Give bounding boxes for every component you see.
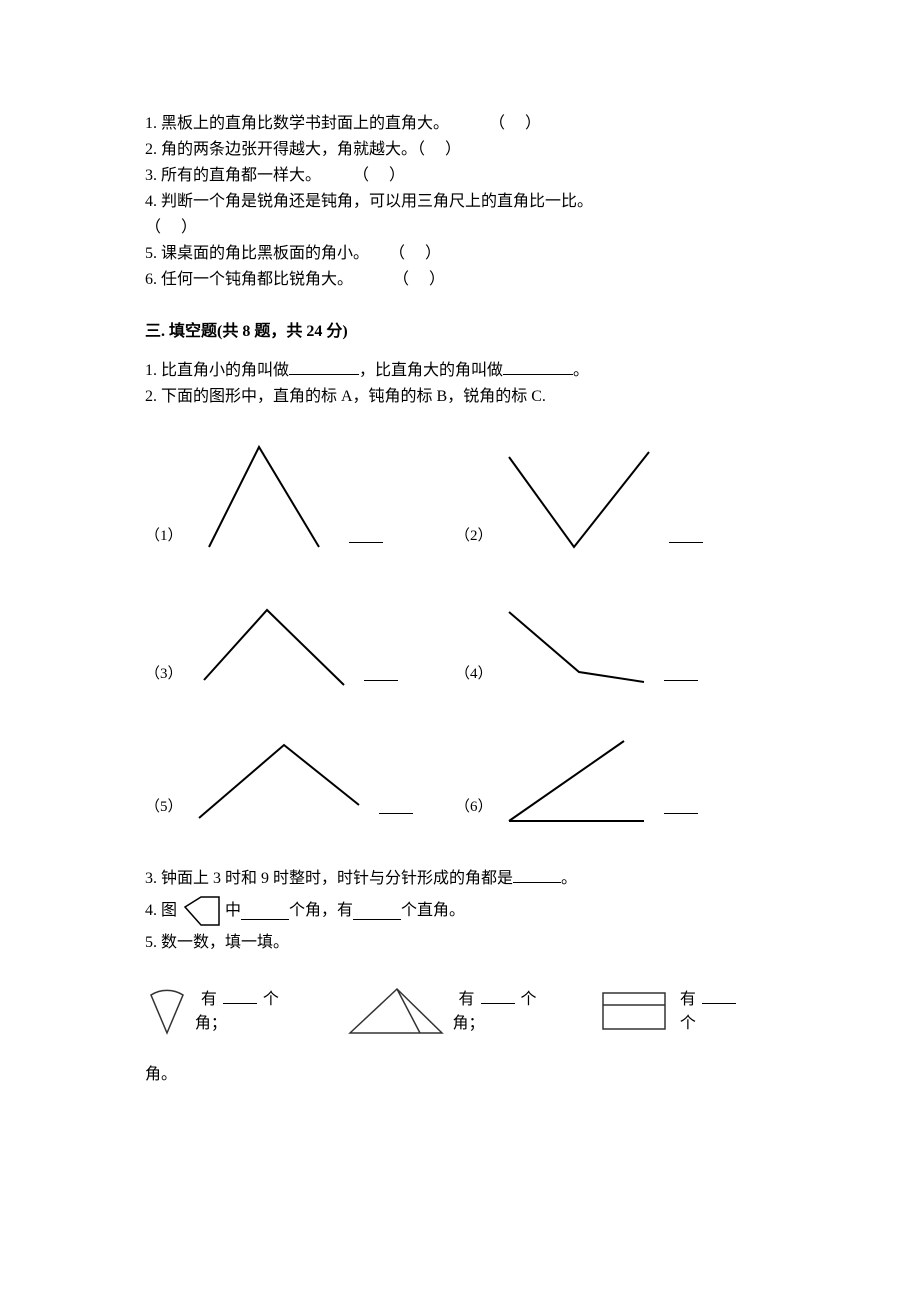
sector-icon — [145, 985, 189, 1037]
q5-item-1: 有个角； — [145, 985, 306, 1037]
angle-label: （1） — [145, 525, 183, 558]
angle-row: （3） （4） — [145, 595, 790, 695]
q3-text-a: 3. 钟面上 3 时和 9 时整时，时针与分针形成的角都是 — [145, 870, 513, 887]
blank — [364, 664, 398, 681]
q1: 1. 比直角小的角叫做 ，比直角大的角叫做 。 — [145, 358, 790, 383]
angle-cell-3: （3） — [145, 595, 455, 695]
angle-label: （3） — [145, 663, 183, 696]
angle-cell-2: （2） — [455, 447, 765, 557]
q1-text-a: 1. 比直角小的角叫做 — [145, 362, 289, 379]
blank — [669, 526, 703, 543]
rectangle-icon — [599, 987, 668, 1035]
angle-1-icon — [189, 437, 339, 557]
tf-item: 2. 角的两条边张开得越大，角就越大。（ ） — [145, 138, 790, 162]
angle-cell-6: （6） — [455, 733, 765, 828]
q3-text-b: 。 — [561, 870, 577, 887]
blank — [289, 358, 359, 375]
pentagon-icon — [179, 893, 223, 929]
angle-cell-1: （1） — [145, 437, 455, 557]
q5: 5. 数一数，填一填。 — [145, 931, 790, 955]
true-false-list: 1. 黑板上的直角比数学书封面上的直角大。 （ ） 2. 角的两条边张开得越大，… — [145, 112, 790, 292]
blank — [503, 358, 573, 375]
tf-item: 5. 课桌面的角比黑板面的角小。 （ ） — [145, 242, 790, 266]
angle-3-icon — [189, 595, 354, 695]
q5-text: 有个角； — [452, 987, 563, 1036]
triangle-icon — [342, 983, 447, 1039]
q3: 3. 钟面上 3 时和 9 时整时，时针与分针形成的角都是 。 — [145, 866, 790, 891]
q2: 2. 下面的图形中，直角的标 A，钝角的标 B，锐角的标 C. — [145, 385, 790, 409]
q5-item-2: 有个角； — [342, 983, 564, 1039]
blank — [223, 987, 257, 1004]
angle-label: （5） — [145, 796, 183, 829]
angle-cell-4: （4） — [455, 600, 765, 695]
blank — [481, 987, 515, 1004]
angle-6-icon — [499, 733, 654, 828]
angle-cell-5: （5） — [145, 733, 455, 828]
angle-label: （6） — [455, 796, 493, 829]
angle-label: （2） — [455, 525, 493, 558]
q5-text: 有个角； — [195, 987, 306, 1036]
q5-tail: 角。 — [145, 1063, 790, 1087]
angle-row: （5） （6） — [145, 733, 790, 828]
page: 1. 黑板上的直角比数学书封面上的直角大。 （ ） 2. 角的两条边张开得越大，… — [0, 0, 920, 1147]
q5-row: 有个角； 有个角； 有个 — [145, 983, 790, 1039]
q4-text-a: 4. 图 — [145, 899, 177, 923]
blank — [349, 526, 383, 543]
q4-text-c: 个角，有 — [289, 899, 353, 923]
angle-row: （1） （2） — [145, 437, 790, 557]
blank — [513, 866, 561, 883]
angles-grid: （1） （2） （3） — [145, 437, 790, 828]
blank — [664, 664, 698, 681]
angle-label: （4） — [455, 663, 493, 696]
blank — [379, 797, 413, 814]
blank — [241, 903, 289, 920]
q4-text-d: 个直角。 — [401, 899, 465, 923]
q5-text: 有个 — [674, 987, 754, 1036]
q1-text-c: 。 — [573, 362, 589, 379]
q5-item-3: 有个 — [599, 987, 754, 1036]
section-3-title: 三. 填空题(共 8 题，共 24 分) — [145, 320, 790, 344]
blank — [664, 797, 698, 814]
q1-text-b: ，比直角大的角叫做 — [359, 362, 503, 379]
q4: 4. 图 中 个角，有 个直角。 — [145, 893, 790, 929]
angle-5-icon — [189, 733, 369, 828]
tf-item: 4. 判断一个角是锐角还是钝角，可以用三角尺上的直角比一比。 — [145, 190, 790, 214]
blank — [353, 903, 401, 920]
blank — [702, 987, 736, 1004]
tf-item: （ ） — [145, 216, 790, 240]
tf-item: 6. 任何一个钝角都比锐角大。 （ ） — [145, 268, 790, 292]
angle-4-icon — [499, 600, 654, 695]
q4-text-b: 中 — [225, 899, 241, 923]
angle-2-icon — [499, 447, 659, 557]
tf-item: 1. 黑板上的直角比数学书封面上的直角大。 （ ） — [145, 112, 790, 136]
tf-item: 3. 所有的直角都一样大。 （ ） — [145, 164, 790, 188]
